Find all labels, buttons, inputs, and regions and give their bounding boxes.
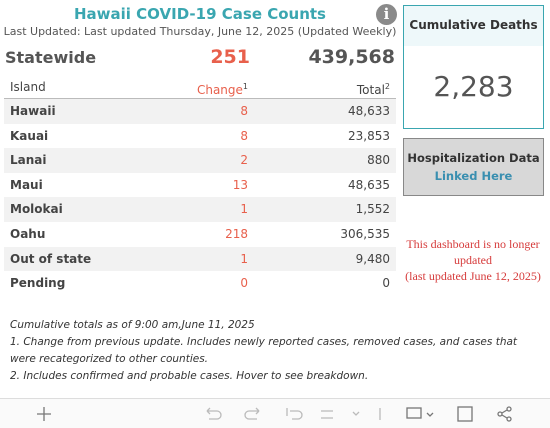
change: 2 (240, 153, 248, 168)
notice-line: This dashboard is no longer updated (406, 237, 540, 267)
island: Molokai (10, 202, 63, 217)
column-note: 1 (242, 82, 248, 91)
toolbar (0, 398, 550, 428)
island: Kauai (10, 128, 49, 143)
island: Out of state (10, 251, 92, 266)
table-row: Molokai 1 1,552 (4, 197, 396, 222)
table-row: Hawaii 8 48,633 (4, 99, 396, 124)
column-header: Island (10, 76, 46, 98)
footnote: Cumulative totals as of 9:00 am,June 11,… (10, 319, 255, 331)
fullscreen-icon[interactable] (457, 406, 473, 422)
deaths-label: Cumulative Deaths (409, 18, 538, 32)
table: Island Change1 Total2 Hawaii 8 48,633 Kauai 8 23… (4, 76, 396, 296)
statewide-total: 439,568 (308, 46, 395, 68)
subtitle: Last Updated: Last updated Thursday, Jun… (3, 25, 397, 38)
total: 306,535 (340, 226, 390, 241)
total: 0 (382, 276, 390, 291)
footnotes: Cumulative totals as of 9:00 am,June 11,… (10, 317, 540, 385)
title: Hawaii COVID-19 Case Counts (74, 5, 326, 23)
column-label: Island (10, 80, 46, 94)
column-header: Change1 (197, 76, 248, 101)
table-row: Maui 13 48,635 (4, 173, 396, 198)
hospitalization-link[interactable]: Linked Here (434, 169, 513, 183)
total: 9,480 (355, 251, 390, 266)
total: 1,552 (355, 202, 390, 217)
deaths-card: Cumulative Deaths 2,283 (403, 5, 544, 129)
footnote: 2. Includes confirmed and probable cases… (10, 370, 369, 382)
move-icon[interactable] (37, 407, 51, 421)
info-button[interactable]: i (376, 4, 397, 25)
island: Hawaii (10, 104, 56, 118)
hospitalization-box: Hospitalization Data Linked Here (403, 138, 544, 196)
column-note: 2 (384, 82, 390, 91)
table-row: Out of state 1 9,480 (4, 246, 396, 272)
total: 48,633 (348, 104, 390, 118)
footnote: 1. Change from previous update. Includes… (10, 336, 518, 365)
island: Maui (10, 177, 43, 192)
table-row: Kauai 8 23,853 (4, 124, 396, 149)
notice: This dashboard is no longer updated (las… (398, 236, 548, 284)
table-row: Oahu 218 306,535 (4, 222, 396, 247)
table-row: Pending 0 0 (4, 271, 396, 296)
change: 218 (225, 226, 248, 241)
total: 23,853 (348, 128, 390, 143)
island: Pending (10, 276, 66, 291)
download-icon[interactable] (406, 407, 422, 419)
statewide-label: Statewide (5, 48, 97, 67)
table-row: Lanai 2 880 (4, 148, 396, 173)
change: 1 (240, 202, 248, 217)
change: 1 (240, 251, 248, 266)
statewide-change: 251 (210, 46, 250, 68)
column-header: Total2 (357, 76, 390, 101)
change: 13 (232, 177, 248, 192)
column-label: Total (356, 83, 385, 97)
deaths-value: 2,283 (404, 46, 543, 128)
total: 48,635 (348, 177, 390, 192)
island: Lanai (10, 153, 47, 168)
total: 880 (367, 153, 390, 168)
share-icon[interactable] (497, 406, 512, 422)
change: 8 (240, 104, 248, 118)
header-row: Island Change1 Total2 (4, 76, 396, 99)
undo-icon[interactable] (206, 407, 222, 420)
island: Oahu (10, 226, 46, 241)
pause-icon[interactable] (352, 408, 381, 420)
hospitalization-title: Hospitalization Data (407, 151, 540, 165)
column-label: Change (196, 83, 243, 97)
refresh-icon[interactable] (321, 410, 333, 419)
revert-icon[interactable] (286, 408, 303, 420)
redo-icon[interactable] (244, 407, 260, 420)
change: 0 (240, 276, 248, 291)
change: 8 (240, 128, 248, 143)
notice-line: (last updated June 12, 2025) (405, 269, 541, 283)
